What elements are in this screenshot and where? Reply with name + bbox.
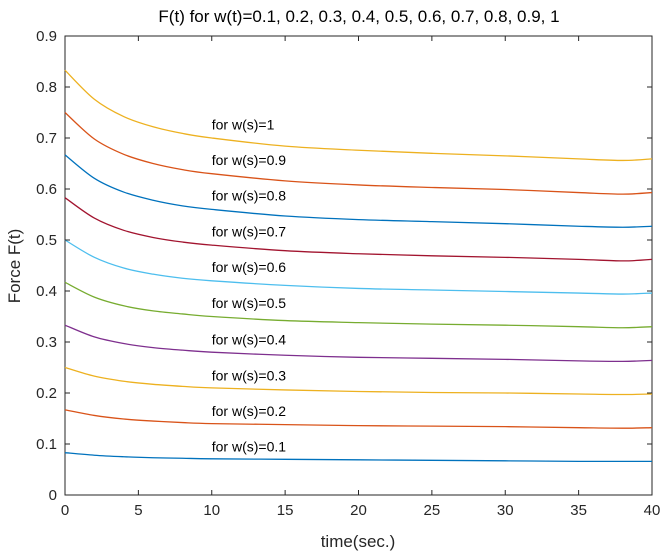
curve-annotations: for w(s)=0.1 for w(s)=0.2 for w(s)=0.3 for …: [212, 116, 287, 454]
series-line-w-0-7: [64, 197, 653, 262]
series-line-w-0-1: [64, 452, 652, 463]
y-tick-label: 0.5: [36, 232, 57, 249]
curve-annotation-label: for w(s)=0.8: [212, 188, 287, 204]
series-line-w-1: [64, 69, 653, 162]
y-tick-label: 0.2: [36, 385, 57, 402]
x-tick-label: 30: [497, 502, 514, 519]
y-axis-title: Force F(t): [5, 229, 24, 304]
curve-annotation-label: for w(s)=0.5: [212, 295, 287, 311]
y-tick-label: 0.4: [36, 283, 57, 300]
curve-annotation-label: for w(s)=0.1: [212, 439, 287, 455]
chart-title: F(t) for w(t)=0.1, 0.2, 0.3, 0.4, 0.5, 0…: [158, 7, 559, 26]
x-tick-label: 0: [61, 502, 69, 519]
curve-annotation-label: for w(s)=0.4: [212, 332, 287, 348]
series-line-w-0-4: [64, 324, 653, 363]
x-axis-title: time(sec.): [321, 532, 396, 551]
series-line-w-0-6: [64, 239, 653, 295]
y-tick-label: 0.9: [36, 28, 57, 45]
curve-annotation-label: for w(s)=0.6: [212, 259, 287, 275]
y-tick-label: 0.7: [36, 130, 57, 147]
y-tick-label: 0.1: [36, 436, 57, 453]
y-tick-label: 0.3: [36, 334, 57, 351]
x-tick-label: 20: [350, 502, 367, 519]
y-tick-label: 0.6: [36, 181, 57, 198]
series-line-w-0-2: [64, 409, 653, 429]
x-tick-label: 40: [644, 502, 661, 519]
curve-annotation-label: for w(s)=1: [212, 116, 275, 132]
series-lines: [64, 69, 653, 463]
series-line-w-0-8: [64, 154, 653, 228]
x-tick-label: 10: [203, 502, 220, 519]
x-axis-ticks: 0 5 10 15 20 25 30 35 40: [61, 36, 661, 519]
series-line-w-0-9: [64, 112, 653, 195]
curve-annotation-label: for w(s)=0.3: [212, 367, 287, 383]
y-tick-label: 0.8: [36, 79, 57, 96]
series-line-w-0-5: [64, 281, 653, 329]
y-axis-ticks: 0 0.1 0.2 0.3 0.4 0.5 0.6 0.7 0.8 0.9: [36, 28, 652, 504]
curve-annotation-label: for w(s)=0.9: [212, 152, 287, 168]
x-tick-label: 15: [277, 502, 294, 519]
x-tick-label: 25: [424, 502, 441, 519]
curve-annotation-label: for w(s)=0.7: [212, 223, 287, 239]
x-tick-label: 5: [134, 502, 142, 519]
series-line-w-0-3: [64, 366, 653, 396]
y-tick-label: 0: [49, 487, 57, 504]
x-tick-label: 35: [570, 502, 587, 519]
curve-annotation-label: for w(s)=0.2: [212, 403, 287, 419]
